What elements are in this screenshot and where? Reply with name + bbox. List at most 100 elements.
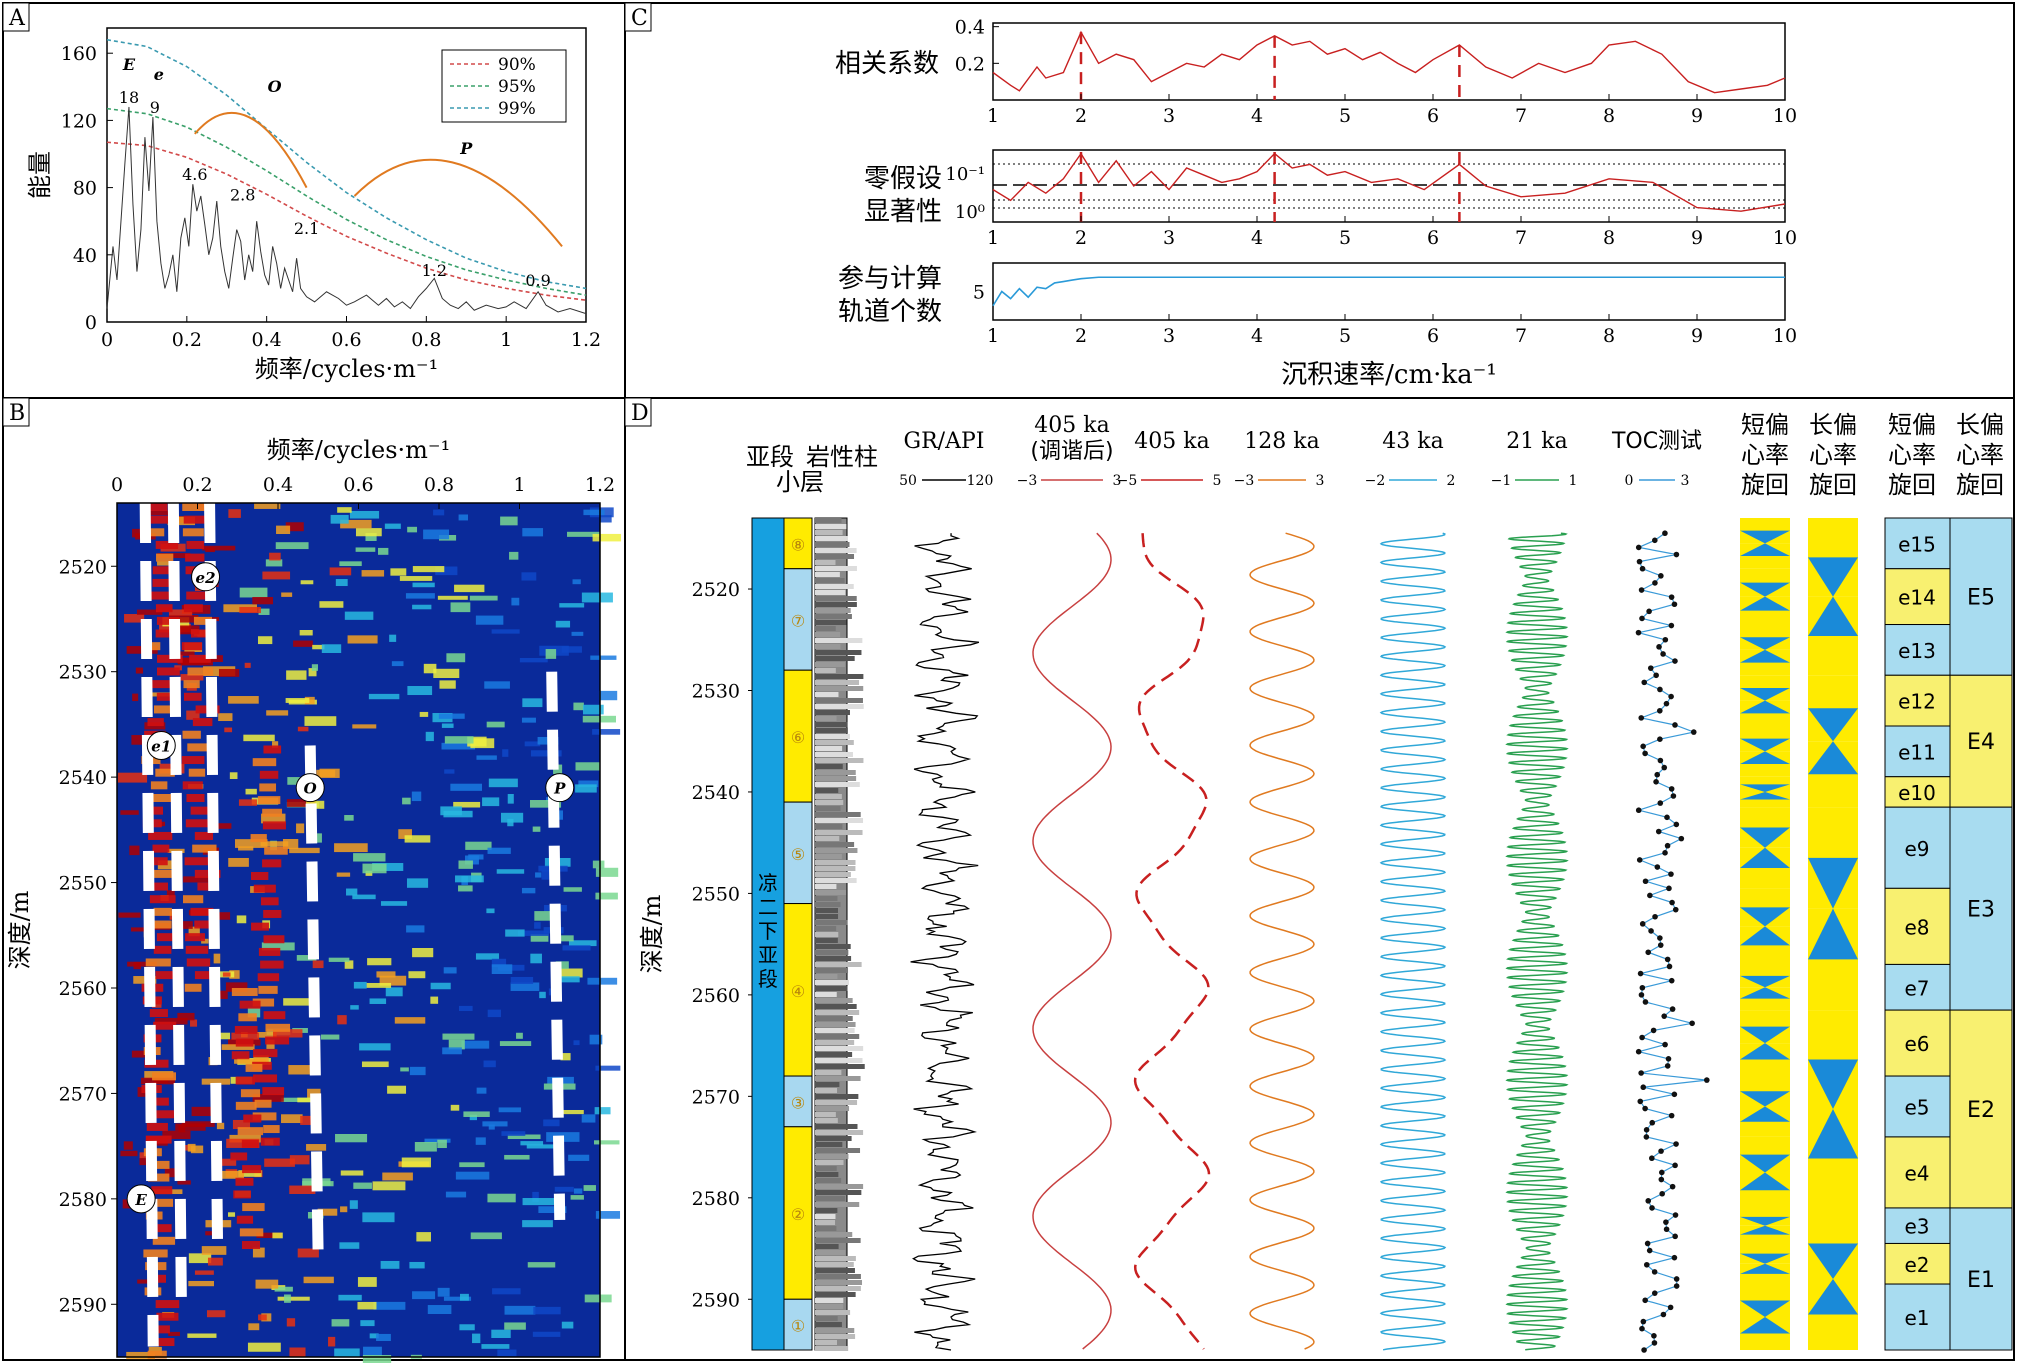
y-tick-label: 120 bbox=[61, 110, 97, 132]
heatmap-cell bbox=[510, 976, 534, 984]
heatmap-cell bbox=[311, 664, 319, 671]
short-cycle-label: e13 bbox=[1898, 639, 1936, 663]
lithology-layer bbox=[815, 740, 854, 745]
toc-point bbox=[1635, 1048, 1642, 1055]
heatmap-cell bbox=[352, 894, 376, 900]
heatmap-ridge bbox=[146, 806, 164, 815]
heatmap-cell bbox=[133, 962, 141, 970]
heatmap-cell bbox=[592, 729, 621, 735]
short-ecc-triangle bbox=[1740, 596, 1790, 611]
heatmap-cell bbox=[521, 572, 537, 581]
toc-point bbox=[1652, 537, 1658, 544]
heatmap-cell bbox=[289, 1347, 306, 1358]
heatmap-cell bbox=[453, 801, 481, 808]
wave-header-gr: GR/API bbox=[904, 429, 985, 454]
y-tick-label: 80 bbox=[73, 178, 97, 200]
heatmap-ridge bbox=[238, 1013, 257, 1022]
heatmap-cell bbox=[201, 1246, 227, 1255]
heatmap-cell bbox=[329, 567, 352, 576]
heatmap-ridge bbox=[250, 834, 267, 843]
heatmap-cell bbox=[467, 736, 487, 747]
heatmap-ridge bbox=[182, 781, 203, 790]
heatmap-cell bbox=[425, 731, 434, 742]
heatmap-cell bbox=[594, 1140, 620, 1145]
wave-range-max: 3 bbox=[1316, 473, 1325, 489]
heatmap-cell bbox=[299, 629, 313, 636]
heatmap-cell bbox=[595, 867, 619, 877]
heatmap-ridge bbox=[184, 857, 210, 866]
heatmap-cell bbox=[394, 1017, 426, 1024]
heatmap-cell bbox=[361, 570, 385, 577]
heatmap-cell bbox=[407, 686, 433, 696]
heatmap-cell bbox=[187, 1143, 196, 1152]
heatmap-ridge bbox=[153, 907, 172, 916]
toc-point bbox=[1642, 1297, 1648, 1304]
heatmap-cell bbox=[459, 1324, 475, 1331]
panel-b-label: B bbox=[9, 401, 25, 426]
heatmap-ridge bbox=[183, 515, 209, 524]
heatmap-cell bbox=[560, 1053, 571, 1061]
lithology-layer bbox=[815, 1316, 838, 1321]
short-ecc-triangle bbox=[1740, 687, 1790, 701]
heatmap-cell bbox=[337, 507, 352, 513]
toc-point bbox=[1672, 722, 1678, 728]
heatmap-cell bbox=[137, 1279, 148, 1284]
heatmap-cell bbox=[594, 1107, 611, 1115]
heatmap-cell bbox=[582, 704, 604, 715]
toc-point bbox=[1668, 871, 1674, 877]
panel-d-label: D bbox=[631, 401, 649, 426]
short-cycle-label: e4 bbox=[1904, 1161, 1929, 1185]
lithology-layer bbox=[815, 1322, 842, 1327]
heatmap-cell bbox=[423, 663, 437, 674]
long-cycle-label: E5 bbox=[1967, 586, 1995, 611]
legend-label: 95% bbox=[498, 77, 536, 97]
heatmap-ridge bbox=[262, 808, 283, 817]
heatmap-ridge bbox=[144, 1059, 169, 1068]
y-tick-label: 2560 bbox=[59, 978, 107, 1000]
lithology-layer bbox=[815, 830, 863, 835]
heatmap-ridge bbox=[235, 1101, 257, 1110]
toc-point bbox=[1668, 1112, 1675, 1119]
heatmap-cell bbox=[427, 1305, 452, 1315]
toc-point bbox=[1663, 1219, 1669, 1225]
heatmap-cell bbox=[497, 1349, 517, 1357]
short-ecc-triangle bbox=[1740, 582, 1790, 597]
heatmap-cell bbox=[117, 772, 148, 783]
x-tick-label: 7 bbox=[1515, 325, 1527, 347]
heatmap-cell bbox=[522, 698, 543, 708]
sub-member-label-char: 二 bbox=[758, 895, 778, 919]
heatmap-cell bbox=[247, 1007, 261, 1018]
heatmap-cell bbox=[530, 934, 549, 942]
heatmap-cell bbox=[412, 947, 434, 958]
heatmap-cell bbox=[228, 857, 249, 867]
heatmap-ridge bbox=[194, 971, 212, 980]
toc-point bbox=[1639, 984, 1646, 991]
toc-point bbox=[1655, 828, 1662, 835]
heatmap-cell bbox=[398, 829, 412, 839]
lithology-layer bbox=[815, 680, 860, 685]
lithology-layer bbox=[815, 1106, 850, 1111]
toc-point bbox=[1663, 1226, 1670, 1233]
heatmap-ridge bbox=[182, 503, 209, 511]
heatmap-cell bbox=[238, 846, 254, 851]
heatmap-cell bbox=[328, 957, 350, 962]
toc-point bbox=[1667, 1304, 1674, 1311]
toc-point bbox=[1673, 551, 1680, 558]
heatmap-cell bbox=[362, 1354, 392, 1363]
toc-point bbox=[1651, 1340, 1658, 1346]
heatmap-ridge bbox=[153, 1021, 177, 1030]
heatmap-ridge bbox=[231, 1051, 250, 1060]
short-ecc-triangle bbox=[1740, 1172, 1790, 1191]
heatmap-cell bbox=[360, 1320, 375, 1327]
short-ecc-triangle bbox=[1740, 1106, 1790, 1122]
short-cycle-box bbox=[1884, 887, 1951, 965]
heatmap-cell bbox=[372, 863, 404, 871]
lithology-layer bbox=[815, 902, 841, 907]
lithology-layer bbox=[815, 1346, 849, 1351]
heatmap-cell bbox=[124, 614, 145, 623]
heatmap-ridge bbox=[263, 909, 282, 918]
heatmap-cell bbox=[573, 1040, 580, 1046]
ecc-header: 心率 bbox=[1888, 441, 1936, 469]
heatmap-cell bbox=[491, 1329, 511, 1338]
lithology-layer bbox=[815, 1256, 856, 1261]
